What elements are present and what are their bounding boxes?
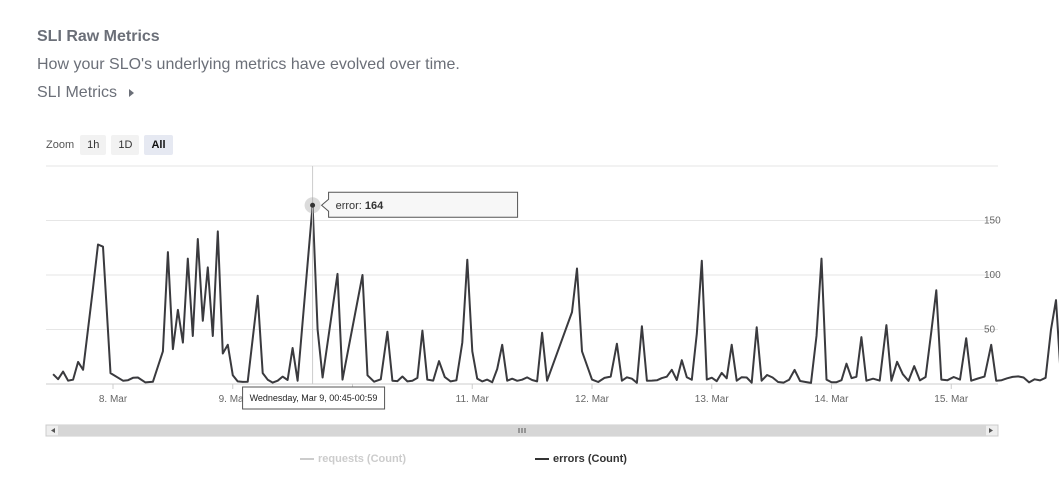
sli-metrics-toggle[interactable]: SLI Metrics (37, 84, 135, 102)
zoom-1h-button[interactable]: 1h (80, 135, 107, 155)
y-tick-label: 100 (984, 270, 1001, 281)
x-tick-label: 8. Mar (99, 394, 128, 405)
scrollbar-grip-icon (518, 428, 526, 433)
tooltip-value: 164 (365, 200, 384, 212)
legend-label-errors: errors (Count) (553, 453, 627, 465)
x-tick-label: 11. Mar (456, 394, 490, 405)
x-tick-label: 12. Mar (575, 394, 610, 405)
date-tooltip: Wednesday, Mar 9, 00:45-00:59 (242, 386, 386, 410)
navigator-scrollbar[interactable] (45, 424, 999, 437)
zoom-1d-button[interactable]: 1D (111, 135, 140, 155)
legend-label-requests: requests (Count) (318, 453, 406, 465)
tooltip-label: error: (336, 200, 365, 212)
series-line-errors (52, 204, 1059, 384)
y-tick-label: 150 (984, 216, 1001, 227)
y-axis-labels: 50 100 150 (984, 216, 1001, 336)
legend-item-requests[interactable]: requests (Count) (300, 453, 406, 465)
tooltip: error: 164 (320, 191, 519, 218)
date-tooltip-text: Wednesday, Mar 9, 00:45-00:59 (250, 393, 378, 403)
x-tick-label: 15. Mar (934, 394, 969, 405)
y-tick-label: 50 (984, 325, 996, 336)
scroll-left-arrow-icon[interactable] (51, 428, 55, 433)
legend-swatch-requests (300, 458, 314, 460)
svg-text:error: 164: error: 164 (336, 200, 385, 212)
x-tick-label: 13. Mar (695, 394, 730, 405)
scroll-right-arrow-icon[interactable] (989, 428, 993, 433)
legend-item-errors[interactable]: errors (Count) (535, 453, 627, 465)
sli-metrics-label: SLI Metrics (37, 84, 118, 101)
zoom-label: Zoom (46, 139, 75, 151)
page-subtitle: How your SLO's underlying metrics have e… (37, 56, 460, 73)
hover-point (310, 202, 316, 208)
legend-swatch-errors (535, 458, 549, 460)
caret-right-icon (129, 89, 135, 97)
x-tick-label: 9. Mar (219, 394, 248, 405)
zoom-all-button[interactable]: All (144, 135, 173, 155)
zoom-bar: Zoom 1h 1D All (46, 135, 178, 155)
page-title: SLI Raw Metrics (37, 28, 160, 45)
x-tick-label: 14. Mar (815, 394, 850, 405)
series-errors (52, 204, 1059, 384)
